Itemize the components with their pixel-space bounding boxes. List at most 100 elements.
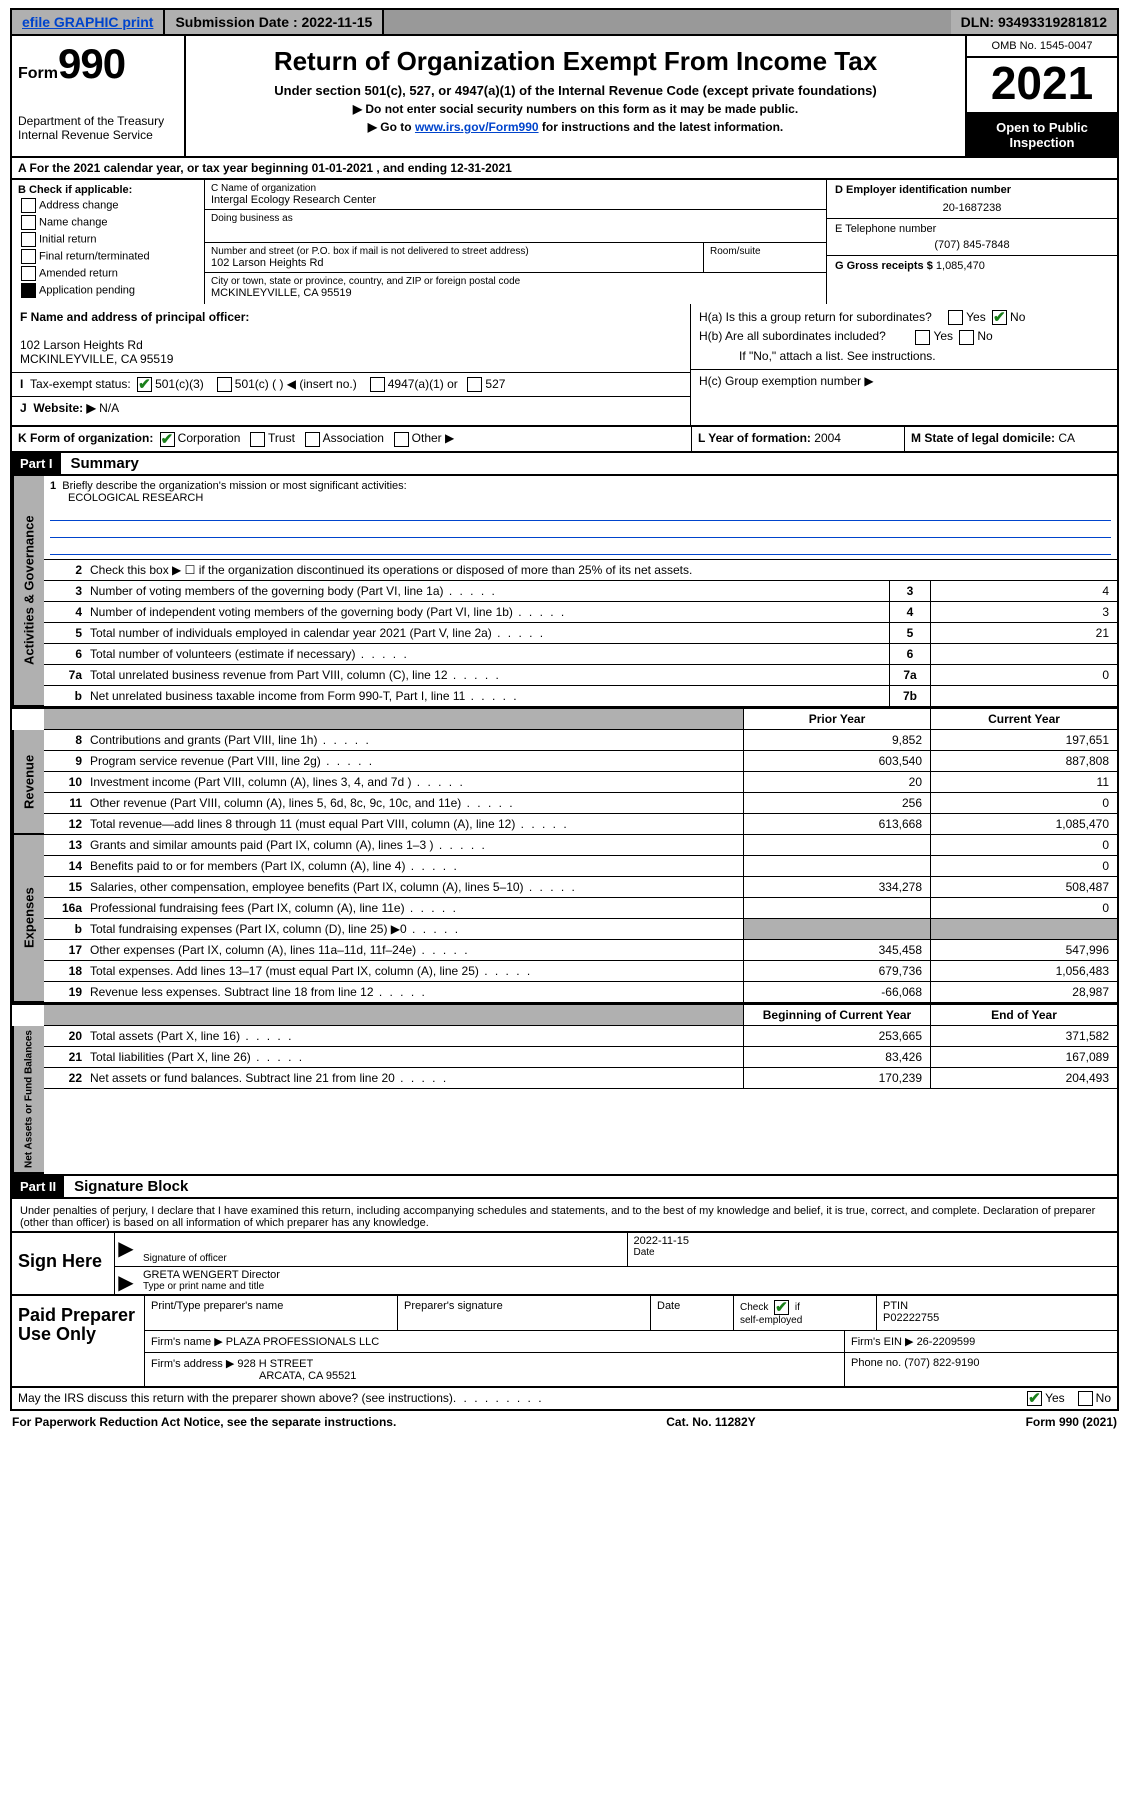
mission-line: [50, 506, 1111, 521]
cb-initial-return[interactable]: Initial return: [18, 232, 198, 247]
line-num: 17: [44, 940, 86, 960]
checkbox-icon[interactable]: [21, 215, 36, 230]
irs-link[interactable]: www.irs.gov/Form990: [415, 120, 539, 134]
hb-yes[interactable]: [915, 330, 930, 345]
cb-501c[interactable]: [217, 377, 232, 392]
declaration-text: Under penalties of perjury, I declare th…: [10, 1199, 1119, 1233]
discuss-yes[interactable]: [1027, 1391, 1042, 1406]
line-label: Revenue less expenses. Subtract line 18 …: [86, 982, 743, 1002]
hb-label: H(b) Are all subordinates included?: [699, 329, 886, 343]
sign-here-block: Sign Here ▶ Signature of officer 2022-11…: [10, 1233, 1119, 1296]
cb-name-change[interactable]: Name change: [18, 215, 198, 230]
row-l: L Year of formation: 2004: [691, 427, 904, 450]
table-row: 19Revenue less expenses. Subtract line 1…: [44, 982, 1117, 1003]
shade: [86, 1005, 743, 1025]
line-num: 9: [44, 751, 86, 771]
cb-application-pending[interactable]: Application pending: [18, 283, 198, 298]
open-public-badge: Open to Public Inspection: [967, 114, 1117, 156]
cb-association[interactable]: [305, 432, 320, 447]
hb-note: If "No," attach a list. See instructions…: [739, 349, 1109, 363]
corp-label: Corporation: [178, 431, 241, 445]
cb-self-employed[interactable]: [774, 1300, 789, 1315]
line-num: 16a: [44, 898, 86, 918]
line-label: Total expenses. Add lines 13–17 (must eq…: [86, 961, 743, 981]
prep-signature: Preparer's signature: [398, 1296, 651, 1330]
cb-corporation[interactable]: [160, 432, 175, 447]
line-label: Total revenue—add lines 8 through 11 (mu…: [86, 814, 743, 834]
checkbox-icon[interactable]: [21, 266, 36, 281]
f-addr1: 102 Larson Heights Rd: [20, 338, 682, 352]
ha-yes[interactable]: [948, 310, 963, 325]
paperwork-notice: For Paperwork Reduction Act Notice, see …: [12, 1415, 396, 1429]
k-label: K Form of organization:: [18, 431, 153, 445]
table-row: 8Contributions and grants (Part VIII, li…: [44, 730, 1117, 751]
line-num: 4: [44, 602, 86, 622]
line-box: 6: [889, 644, 930, 664]
line-num: 10: [44, 772, 86, 792]
cb-other[interactable]: [394, 432, 409, 447]
summary-be-header: Beginning of Current Year End of Year: [10, 1003, 1119, 1026]
discuss-label: May the IRS discuss this return with the…: [18, 1391, 453, 1405]
curr-value: 204,493: [930, 1068, 1117, 1088]
cb-527[interactable]: [467, 377, 482, 392]
hb-no[interactable]: [959, 330, 974, 345]
cb-amended-return[interactable]: Amended return: [18, 266, 198, 281]
line-2: 2 Check this box ▶ ☐ if the organization…: [44, 560, 1117, 581]
firm-phone-label: Phone no.: [851, 1357, 901, 1369]
line-num: 15: [44, 877, 86, 897]
phone-cell: E Telephone number (707) 845-7848: [827, 219, 1117, 256]
cb-501c3[interactable]: [137, 377, 152, 392]
prior-value: 170,239: [743, 1068, 930, 1088]
column-b-checkboxes: B Check if applicable: Address change Na…: [12, 180, 205, 304]
prior-value: 83,426: [743, 1047, 930, 1067]
org-name-label: C Name of organization: [211, 183, 820, 194]
table-row: 22Net assets or fund balances. Subtract …: [44, 1068, 1117, 1089]
checkbox-icon[interactable]: [21, 283, 36, 298]
m-label: M State of legal domicile:: [911, 431, 1055, 445]
j-label: Website: ▶: [33, 401, 95, 415]
curr-value: 167,089: [930, 1047, 1117, 1067]
4947-label: 4947(a)(1) or: [388, 377, 458, 391]
be-header-row: Beginning of Current Year End of Year: [44, 1005, 1117, 1026]
cb-label: Initial return: [39, 233, 96, 245]
prior-value: 679,736: [743, 961, 930, 981]
pc-header-row: Prior Year Current Year: [44, 709, 1117, 730]
discuss-no[interactable]: [1078, 1391, 1093, 1406]
firm-name: PLAZA PROFESSIONALS LLC: [226, 1336, 379, 1348]
phone-value: (707) 845-7848: [835, 239, 1109, 251]
print-name: Print/Type preparer's name: [145, 1296, 398, 1330]
checkbox-icon[interactable]: [21, 232, 36, 247]
line-label: Net unrelated business taxable income fr…: [86, 686, 889, 706]
section-bcd: B Check if applicable: Address change Na…: [10, 180, 1119, 304]
checkbox-icon[interactable]: [21, 198, 36, 213]
assoc-label: Association: [323, 431, 384, 445]
line-box: 4: [889, 602, 930, 622]
cb-address-change[interactable]: Address change: [18, 198, 198, 213]
501c3-label: 501(c)(3): [155, 377, 204, 391]
prep-row-1: Print/Type preparer's name Preparer's si…: [145, 1296, 1117, 1331]
line-num: 21: [44, 1047, 86, 1067]
ein-label: D Employer identification number: [835, 184, 1109, 196]
org-name-cell: C Name of organization Intergal Ecology …: [205, 180, 826, 210]
checkbox-icon[interactable]: [21, 249, 36, 264]
firm-phone-cell: Phone no. (707) 822-9190: [845, 1353, 1117, 1386]
line-num: 13: [44, 835, 86, 855]
cb-4947[interactable]: [370, 377, 385, 392]
officer-name-cell: GRETA WENGERT Director Type or print nam…: [137, 1267, 1117, 1294]
row-fh: F Name and address of principal officer:…: [10, 304, 1119, 427]
trust-label: Trust: [268, 431, 295, 445]
line-label: Number of independent voting members of …: [86, 602, 889, 622]
type-name-label: Type or print name and title: [143, 1281, 1111, 1292]
part-ii-badge: Part II: [12, 1176, 64, 1197]
yes-label: Yes: [1045, 1391, 1065, 1405]
efile-link[interactable]: efile GRAPHIC print: [22, 14, 153, 30]
efile-print-button[interactable]: efile GRAPHIC print: [12, 10, 165, 34]
table-row: 17Other expenses (Part IX, column (A), l…: [44, 940, 1117, 961]
prep-right: Print/Type preparer's name Preparer's si…: [145, 1296, 1117, 1386]
exp-body: 13Grants and similar amounts paid (Part …: [44, 835, 1117, 1003]
line-label: Total fundraising expenses (Part IX, col…: [86, 919, 743, 939]
ha-no[interactable]: [992, 310, 1007, 325]
cb-final-return[interactable]: Final return/terminated: [18, 249, 198, 264]
dln-label: DLN: 93493319281812: [951, 10, 1117, 34]
cb-trust[interactable]: [250, 432, 265, 447]
